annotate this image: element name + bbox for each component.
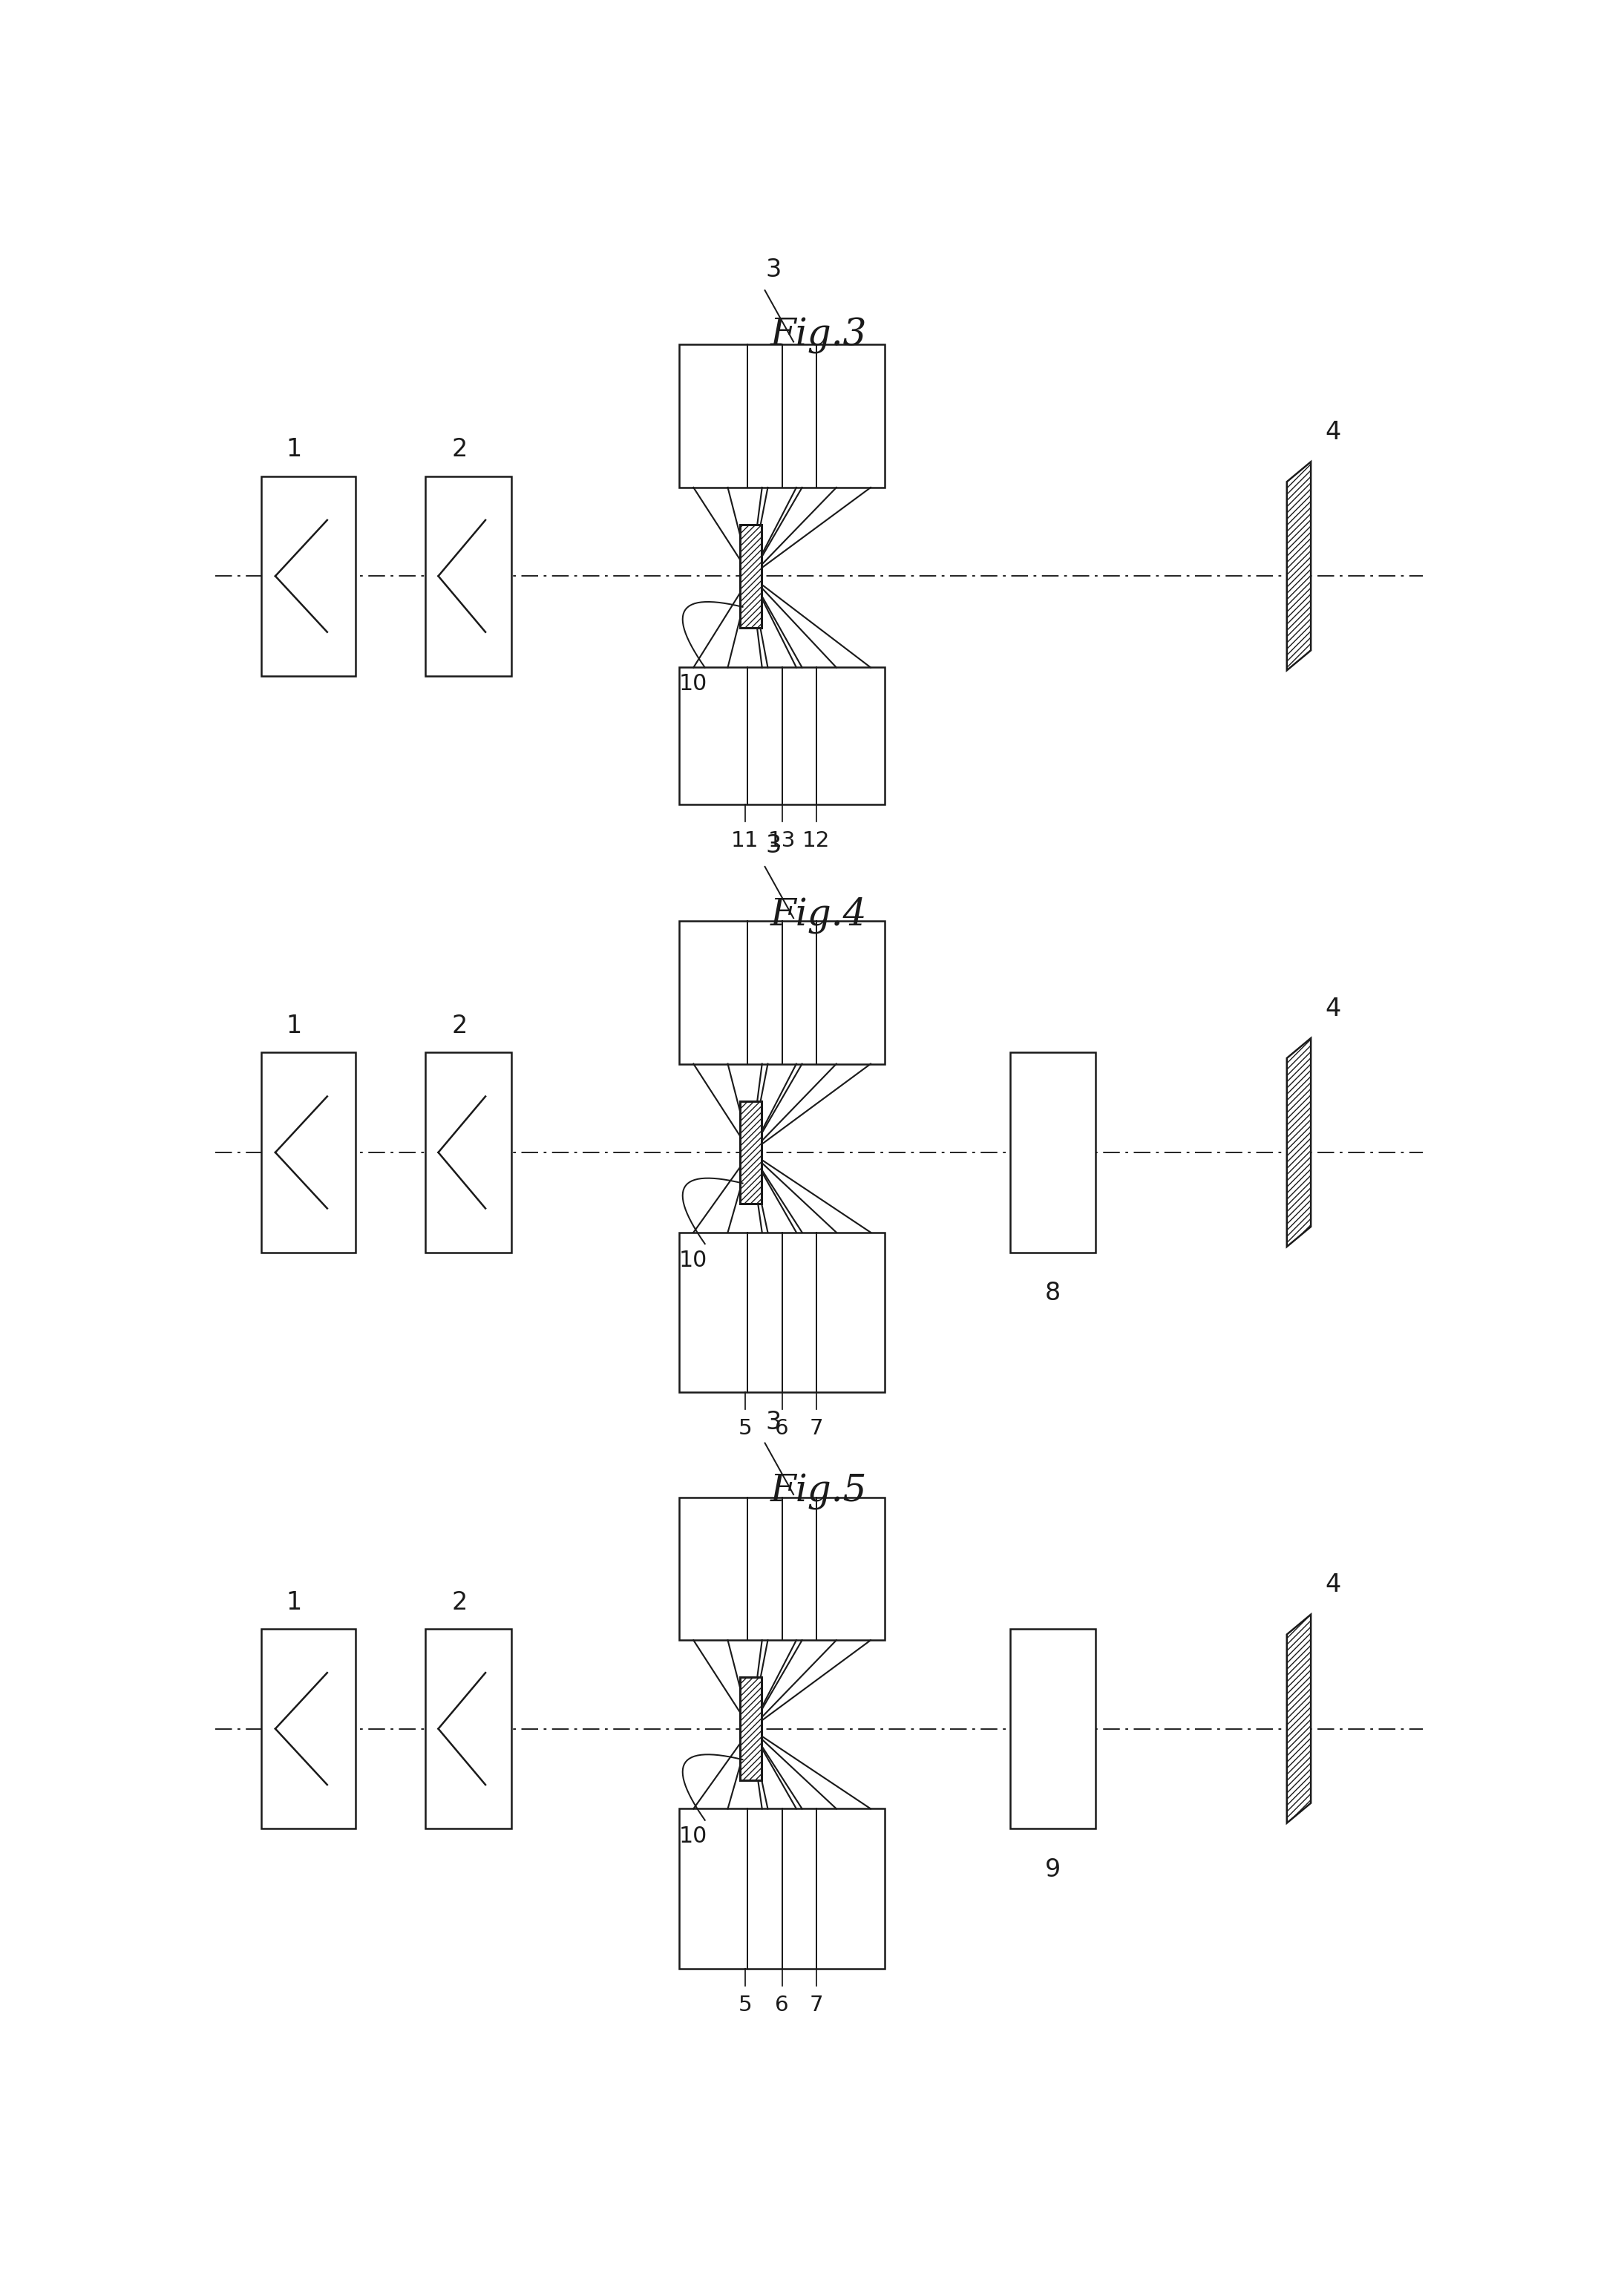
Text: 2: 2 [452,1013,468,1038]
Text: 10: 10 [679,1249,708,1272]
Text: 13: 13 [769,831,796,852]
Text: 7: 7 [810,1995,823,2016]
Text: 5: 5 [738,1995,753,2016]
Text: 2: 2 [452,436,468,461]
Text: 6: 6 [775,1995,789,2016]
Text: 3: 3 [765,1410,781,1435]
Text: 1: 1 [286,1591,302,1614]
Text: 10: 10 [679,1825,708,1848]
Polygon shape [1286,1614,1310,1823]
Bar [425,1628,511,1828]
Bar [679,1497,885,1639]
Bar [679,344,885,487]
Bar [679,921,885,1063]
Text: 5: 5 [738,1419,753,1440]
Bar [425,1052,511,1251]
Bar [679,1233,885,1391]
Text: Fig.5: Fig.5 [770,1474,868,1511]
Bar [1010,1052,1096,1251]
Text: Fig.4: Fig.4 [770,898,868,934]
Text: Fig.3: Fig.3 [770,317,868,354]
Bar [260,1052,355,1251]
Text: 4: 4 [1325,1573,1341,1598]
Bar [740,1102,762,1203]
Bar [425,475,511,675]
Bar [1010,1628,1096,1828]
Text: 4: 4 [1325,420,1341,445]
Text: 12: 12 [802,831,831,852]
Bar [679,668,885,804]
Text: 6: 6 [775,1419,789,1440]
Bar [740,526,762,627]
Bar [740,1678,762,1779]
Text: 10: 10 [679,673,708,696]
Polygon shape [1286,461,1310,670]
Text: 4: 4 [1325,996,1341,1022]
Text: 1: 1 [286,1013,302,1038]
Text: 8: 8 [1045,1281,1061,1306]
Text: 9: 9 [1045,1857,1061,1883]
Text: 7: 7 [810,1419,823,1440]
Text: 1: 1 [286,436,302,461]
Polygon shape [1286,1038,1310,1247]
Bar [679,1809,885,1968]
Text: 3: 3 [765,257,781,282]
Text: 11: 11 [730,831,759,852]
Text: 3: 3 [765,833,781,859]
Bar [260,1628,355,1828]
Text: 2: 2 [452,1591,468,1614]
Bar [260,475,355,675]
